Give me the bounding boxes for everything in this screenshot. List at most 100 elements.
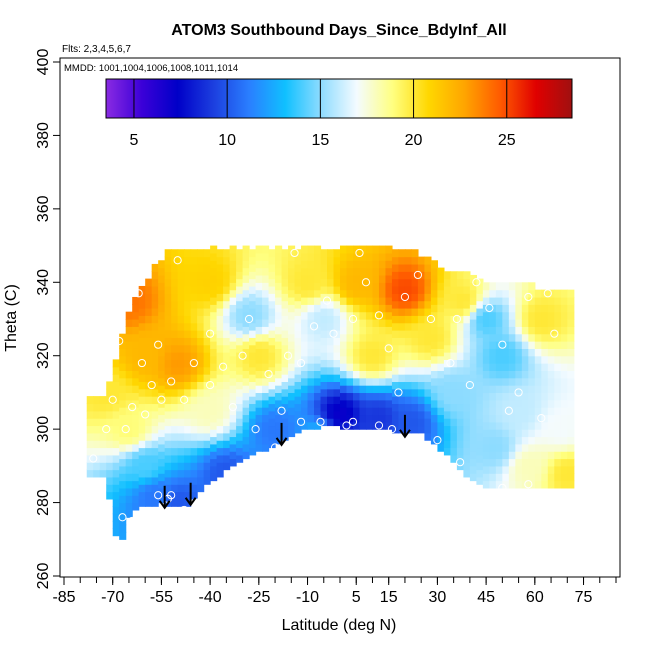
heatmap-cell	[158, 487, 166, 496]
heatmap-cell	[378, 296, 387, 305]
heatmap-cell	[463, 454, 471, 463]
heatmap-cell	[138, 425, 146, 434]
heatmap-cell	[307, 363, 315, 371]
heatmap-cell	[223, 249, 231, 258]
heatmap-cell	[372, 341, 380, 349]
heatmap-cell	[125, 436, 133, 445]
heatmap-cell	[482, 370, 490, 379]
heatmap-cell	[301, 341, 309, 349]
heatmap-cell	[242, 296, 250, 305]
heatmap-cell	[320, 263, 328, 272]
heatmap-cell	[346, 252, 354, 261]
heatmap-cell	[489, 296, 497, 305]
heatmap-cell	[515, 407, 523, 416]
heatmap-cell	[489, 289, 497, 298]
heatmap-cell	[443, 278, 451, 287]
observation-point	[384, 344, 393, 353]
heatmap-cell	[521, 414, 529, 423]
heatmap-cell	[463, 447, 471, 456]
heatmap-cell	[482, 377, 490, 386]
heatmap-cell	[404, 263, 413, 272]
heatmap-cell	[567, 326, 575, 335]
heatmap-cell	[508, 385, 516, 394]
heatmap-cell	[184, 469, 192, 478]
heatmap-cell	[145, 337, 153, 346]
heatmap-cell	[190, 330, 198, 338]
heatmap-cell	[216, 410, 224, 419]
heatmap-cell	[567, 319, 575, 327]
heatmap-cell	[203, 447, 211, 456]
observation-point	[128, 403, 137, 412]
heatmap-cell	[138, 432, 146, 441]
heatmap-cell	[476, 366, 484, 375]
heatmap-cell	[456, 374, 464, 383]
heatmap-cell	[521, 304, 529, 313]
heatmap-cell	[560, 319, 568, 327]
heatmap-cell	[151, 403, 159, 412]
heatmap-cell	[372, 348, 380, 357]
heatmap-cell	[469, 436, 477, 445]
heatmap-cell	[482, 311, 490, 320]
heatmap-cell	[489, 414, 497, 423]
heatmap-cell	[255, 333, 263, 342]
heatmap-cell	[119, 524, 127, 533]
heatmap-cell	[288, 267, 296, 276]
heatmap-cell	[333, 256, 341, 265]
observation-point	[244, 314, 254, 324]
heatmap-cell	[301, 392, 309, 401]
observation-point	[264, 369, 273, 379]
heatmap-cell	[541, 319, 549, 327]
heatmap-cell	[125, 473, 133, 482]
heatmap-cell	[210, 436, 218, 445]
heatmap-cell	[288, 348, 296, 357]
heatmap-cell	[275, 333, 283, 342]
heatmap-cell	[151, 425, 159, 434]
heatmap-cell	[469, 392, 477, 401]
heatmap-cell	[275, 348, 283, 357]
heatmap-cell	[417, 388, 426, 397]
heatmap-cell	[443, 447, 451, 456]
heatmap-cell	[528, 282, 536, 291]
heatmap-cell	[495, 385, 503, 394]
heatmap-cell	[469, 451, 477, 460]
heatmap-cell	[450, 366, 458, 375]
heatmap-cell	[398, 359, 406, 368]
heatmap-cell	[119, 392, 127, 401]
heatmap-cell	[560, 473, 568, 482]
heatmap-cell	[469, 296, 477, 305]
heatmap-cell	[333, 293, 341, 302]
heatmap-cell	[236, 432, 244, 441]
heatmap-cell	[229, 274, 237, 283]
heatmap-cell	[320, 352, 328, 360]
heatmap-cell	[138, 396, 146, 405]
heatmap-cell	[547, 392, 555, 401]
heatmap-cell	[190, 366, 198, 375]
heatmap-cell	[417, 396, 426, 405]
heatmap-cell	[372, 333, 380, 342]
heatmap-cell	[294, 396, 302, 405]
heatmap-cell	[554, 407, 562, 416]
heatmap-cell	[398, 374, 406, 383]
heatmap-cell	[223, 344, 231, 353]
heatmap-cell	[327, 307, 335, 316]
heatmap-cell	[255, 252, 263, 261]
heatmap-cell	[242, 385, 250, 394]
heatmap-cell	[365, 377, 374, 386]
heatmap-cell	[236, 410, 244, 419]
heatmap-cell	[275, 341, 283, 349]
heatmap-cell	[456, 293, 464, 302]
heatmap-cell	[145, 293, 153, 302]
heatmap-cell	[171, 498, 179, 507]
observation-point	[219, 362, 228, 371]
heatmap-cell	[99, 447, 107, 456]
heatmap-cell	[151, 476, 159, 485]
heatmap-cell	[112, 388, 120, 397]
heatmap-cell	[158, 480, 166, 489]
heatmap-cell	[378, 407, 387, 416]
heatmap-cell	[398, 366, 406, 375]
heatmap-cell	[320, 410, 328, 419]
heatmap-cell	[424, 315, 432, 324]
heatmap-cell	[112, 418, 120, 427]
heatmap-cell	[294, 322, 302, 331]
heatmap-cell	[216, 293, 224, 302]
